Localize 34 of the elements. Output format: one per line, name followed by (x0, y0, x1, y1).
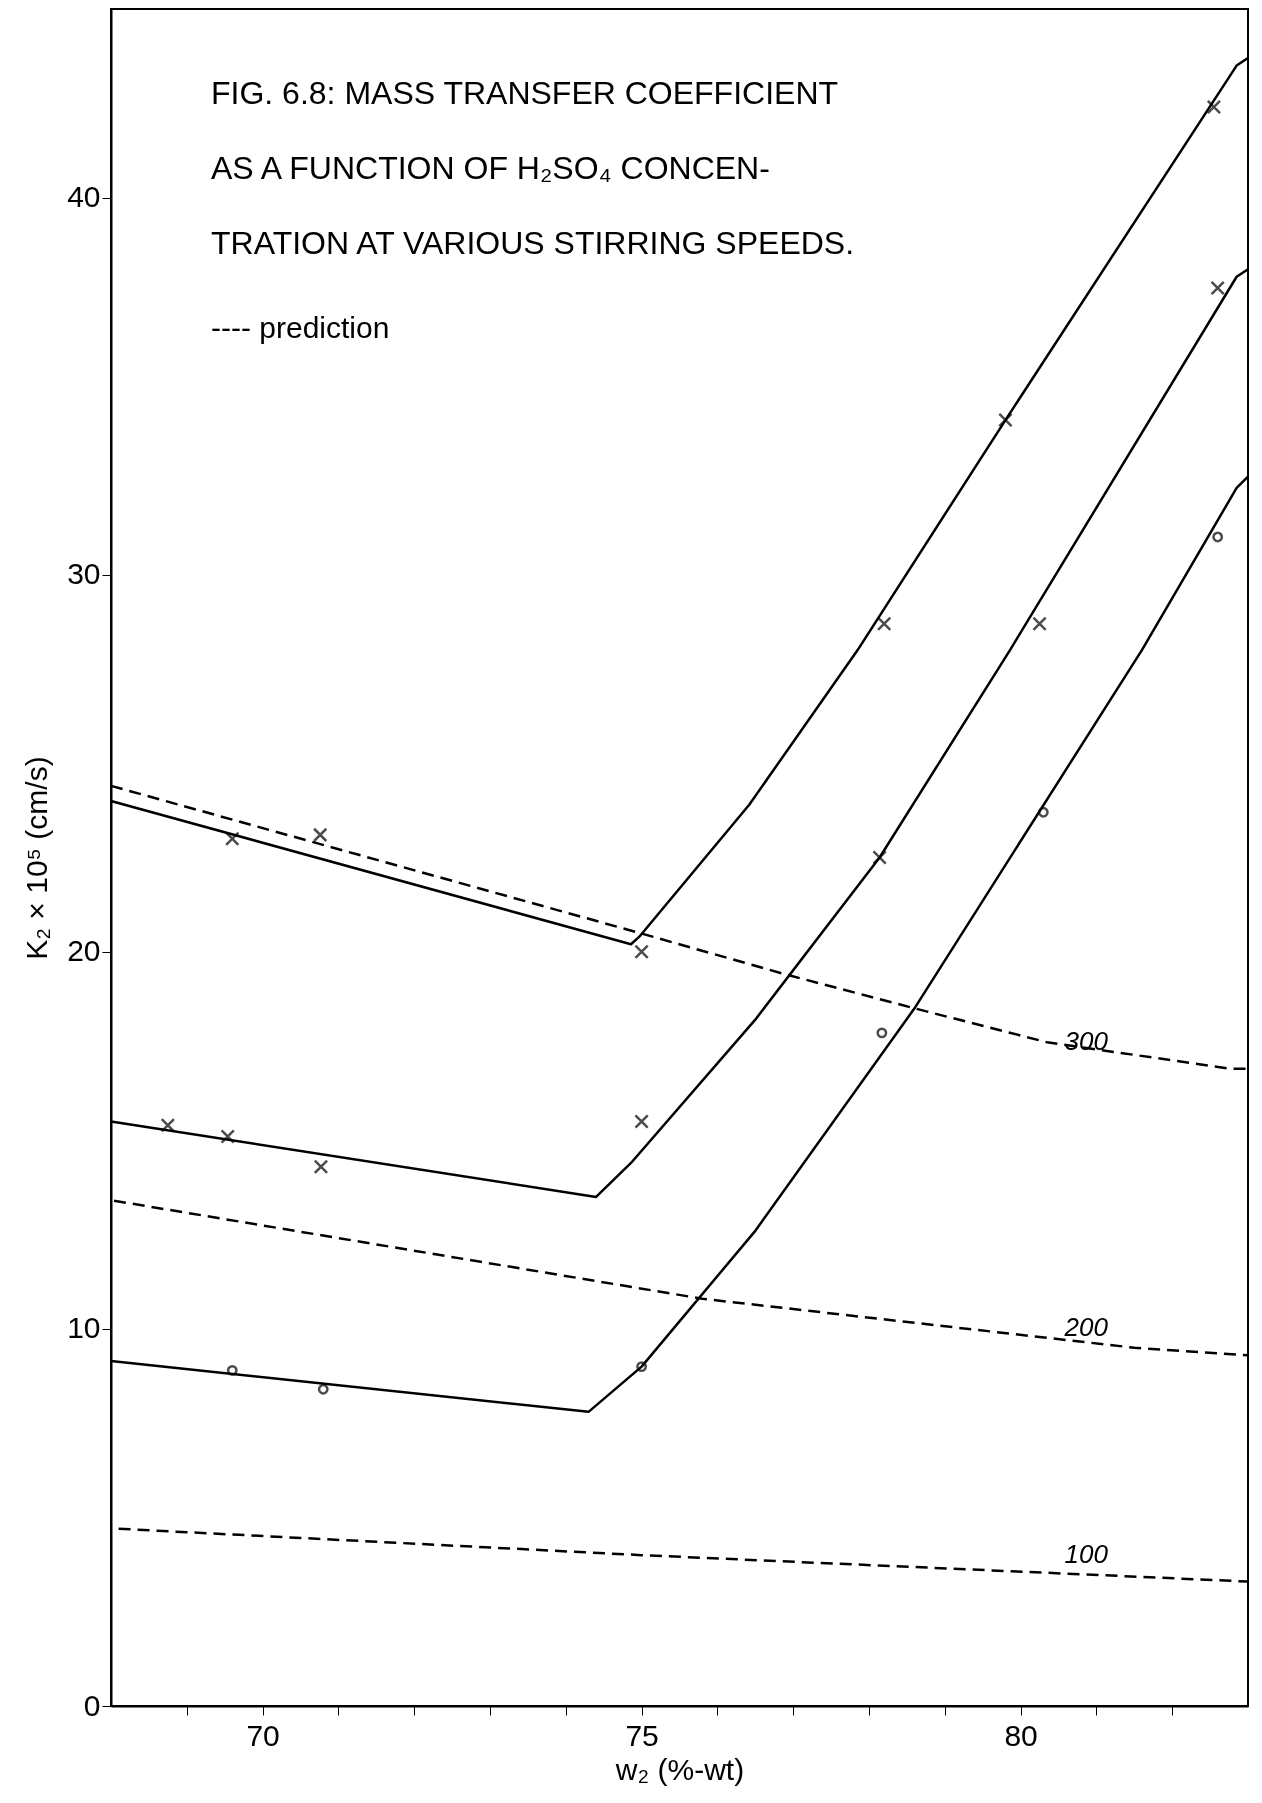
point (1206, 99, 1222, 115)
series-label: 100 (1064, 1538, 1109, 1569)
y-tick-label: 0 (83, 1688, 101, 1722)
point (876, 1027, 888, 1039)
point (634, 944, 649, 960)
chart-title: FIG. 6.8: MASS TRANSFER COEFFICIENT AS A FUNCTION OF H₂SO₄ CONCEN- TRATION AT VARIOUS STIRRING SPEEDS. (211, 75, 855, 261)
point (634, 1114, 649, 1129)
point (226, 1364, 238, 1376)
point (998, 412, 1013, 428)
y-tick-label: 30 (67, 557, 101, 591)
x-tick-label: 70 (246, 1718, 280, 1752)
point (160, 1117, 176, 1133)
point (636, 1361, 648, 1373)
x-tick-label: 75 (625, 1718, 659, 1752)
point (1037, 806, 1049, 818)
point (312, 827, 328, 843)
y-axis-title: K₂ × 10⁵ (cm/s) (20, 756, 54, 960)
point (1212, 531, 1224, 543)
point (313, 1159, 329, 1175)
series-label: 300 (1064, 1025, 1109, 1056)
point (224, 831, 240, 847)
point (1032, 616, 1047, 632)
point (872, 850, 887, 865)
y-tick-label: 40 (67, 180, 101, 214)
x-tick-label: 80 (1004, 1718, 1038, 1752)
point (1210, 280, 1226, 296)
point (876, 616, 892, 632)
annotation: ---- prediction (211, 311, 390, 344)
point (317, 1383, 329, 1395)
y-tick-label: 10 (67, 1311, 101, 1345)
y-tick-label: 20 (67, 934, 101, 968)
x-axis-title: w₂ (%-wt) (614, 1752, 745, 1786)
point (220, 1129, 236, 1144)
series-label: 200 (1063, 1312, 1109, 1343)
